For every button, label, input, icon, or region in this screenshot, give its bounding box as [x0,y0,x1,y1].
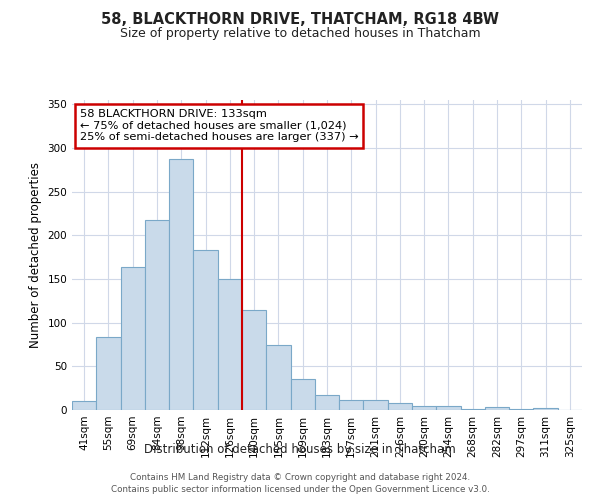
Bar [290,380,315,410]
Bar [485,408,509,410]
Bar [242,310,266,410]
Bar [72,402,96,410]
Bar [169,160,193,410]
Bar [436,406,461,410]
Bar [96,336,121,410]
Bar [145,220,169,410]
Text: Contains HM Land Registry data © Crown copyright and database right 2024.: Contains HM Land Registry data © Crown c… [130,472,470,482]
Bar [533,408,558,410]
Bar [339,400,364,410]
Text: 58, BLACKTHORN DRIVE, THATCHAM, RG18 4BW: 58, BLACKTHORN DRIVE, THATCHAM, RG18 4BW [101,12,499,28]
Bar [364,400,388,410]
Bar [193,250,218,410]
Text: Size of property relative to detached houses in Thatcham: Size of property relative to detached ho… [119,28,481,40]
Bar [461,409,485,410]
Bar [315,395,339,410]
Text: 58 BLACKTHORN DRIVE: 133sqm
← 75% of detached houses are smaller (1,024)
25% of : 58 BLACKTHORN DRIVE: 133sqm ← 75% of det… [80,110,358,142]
Bar [388,403,412,410]
Text: Contains public sector information licensed under the Open Government Licence v3: Contains public sector information licen… [110,485,490,494]
Text: Distribution of detached houses by size in Thatcham: Distribution of detached houses by size … [144,442,456,456]
Y-axis label: Number of detached properties: Number of detached properties [29,162,42,348]
Bar [121,267,145,410]
Bar [266,344,290,410]
Bar [509,409,533,410]
Bar [412,406,436,410]
Bar [218,279,242,410]
